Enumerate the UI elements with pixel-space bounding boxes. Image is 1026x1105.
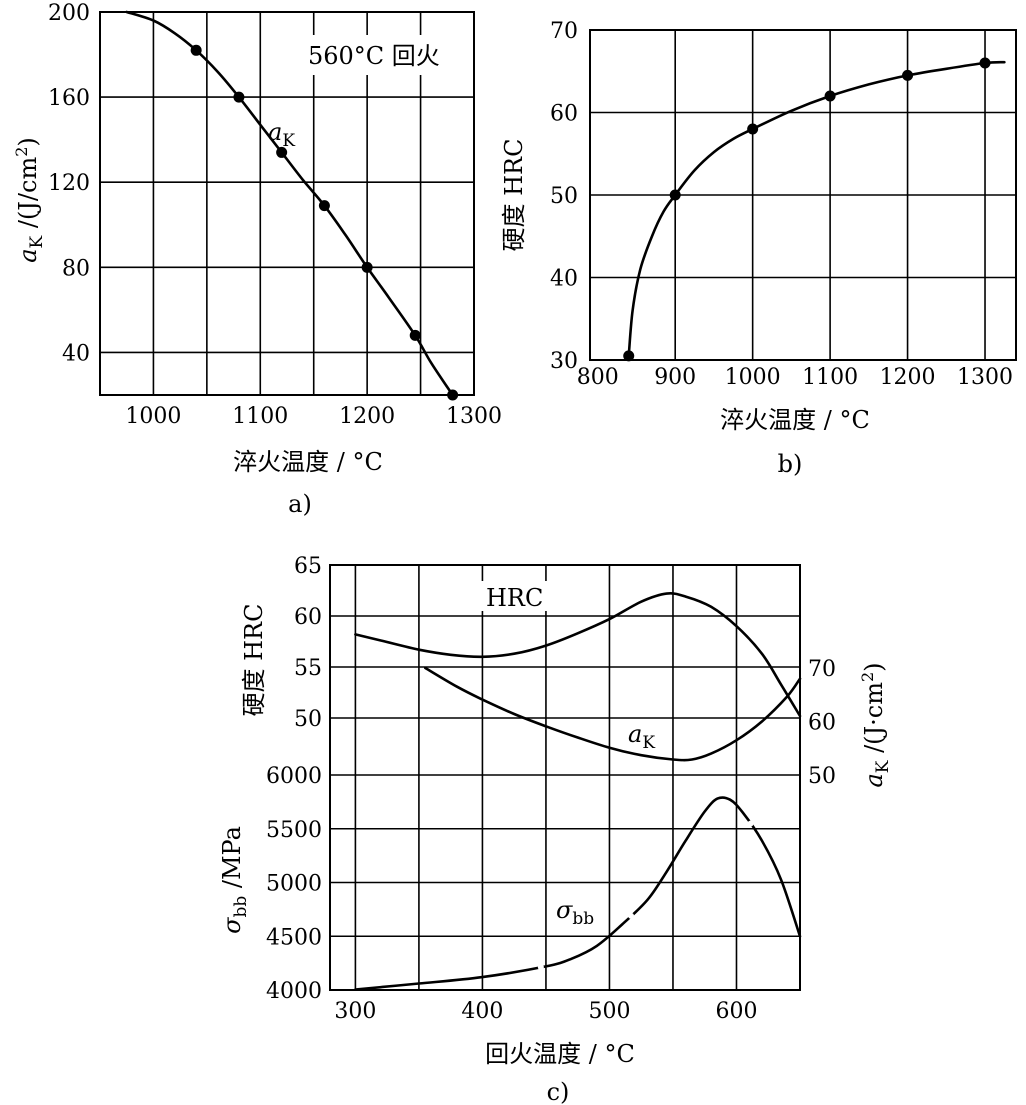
ak-tick-label: 60: [808, 711, 836, 736]
panel-a-annotation-bg: [300, 35, 456, 75]
y-tick-label: 40: [62, 341, 90, 366]
panel-c-hrc-label-bg: [478, 581, 554, 611]
panel-b-grid: [590, 30, 1016, 360]
sigma-dash-gap: [628, 912, 635, 919]
panel-b-frame: [589, 29, 1017, 361]
sigma-dash-gap: [747, 820, 754, 827]
data-point: [233, 91, 245, 103]
panel-b-hrc-curve: [627, 60, 1006, 358]
panel-c-x-axis-label: 回火温度 / °C: [485, 1040, 635, 1068]
panel-a-y-axis-label: aK /(J/cm2): [12, 137, 47, 263]
x-tick-label: 800: [577, 365, 619, 390]
x-tick-label: 500: [588, 999, 630, 1024]
y-tick-label: 120: [48, 171, 90, 196]
panel-a-frame: [99, 11, 475, 396]
x-tick-label: 1000: [725, 365, 781, 390]
data-point: [409, 329, 421, 341]
data-point: [318, 200, 330, 212]
panel-a-annotation: 560°C 回火: [308, 42, 440, 70]
sigma-tick-label: 5500: [266, 818, 322, 843]
panel-c-x-tick-labels: 300 400 500 600: [334, 999, 757, 1024]
data-point: [669, 189, 681, 201]
data-point: [747, 123, 759, 135]
x-tick-label: 900: [654, 365, 696, 390]
panel-b-chart: 800 900 1000 1100 1200 1300 30 40 50 60 70 淬火温度 /…: [500, 19, 1017, 478]
panel-c-sigma-curve: [354, 796, 802, 991]
panel-a-y-tick-labels: 40 80 120 160 200: [48, 1, 90, 366]
hrc-tick-label: 55: [294, 656, 322, 681]
panel-a-series-label: aK: [268, 118, 295, 151]
data-point: [902, 69, 914, 81]
x-tick-label: 1300: [446, 404, 502, 429]
x-tick-label: 1200: [339, 404, 395, 429]
panel-b-x-axis-label: 淬火温度 / °C: [720, 406, 870, 434]
panel-c-ak-tick-labels: 50 60 70: [808, 657, 836, 789]
y-tick-label: 160: [48, 86, 90, 111]
panel-c-ak-series-label: aK: [628, 720, 655, 753]
data-point: [190, 44, 202, 56]
hrc-tick-label: 60: [294, 605, 322, 630]
panel-c-ak-curve: [424, 666, 802, 762]
panel-a-x-tick-labels: 1000 1100 1200 1300: [125, 404, 502, 429]
x-tick-label: 1300: [957, 365, 1013, 390]
ak-tick-label: 70: [808, 657, 836, 682]
panel-c-caption: c): [547, 1078, 570, 1105]
panel-a-caption: a): [288, 490, 312, 518]
sigma-tick-label: 5000: [266, 872, 322, 897]
x-tick-label: 1100: [232, 404, 288, 429]
panel-c-hrc-axis-label: 硬度 HRC: [240, 604, 268, 717]
sigma-dash-gap: [537, 964, 544, 971]
panel-b-y-axis-label: 硬度 HRC: [500, 139, 528, 252]
hrc-tick-label: 65: [294, 554, 322, 579]
panel-c-grid: [330, 565, 800, 990]
y-tick-label: 60: [550, 102, 578, 127]
panel-c-sigma-dash-gaps: [537, 820, 754, 971]
panel-b-x-tick-labels: 800 900 1000 1100 1200 1300: [577, 365, 1013, 390]
x-tick-label: 1200: [880, 365, 936, 390]
panel-c-ak-axis-label: aK /(J·cm2): [858, 662, 893, 787]
panel-c-chart: 300 400 500 600 50 55 60 65 4000 4500 5000 5500 60…: [218, 554, 893, 1105]
panel-a-x-axis-label: 淬火温度 / °C: [233, 448, 383, 476]
panel-c-sigma-axis-label: σbb /MPa: [218, 826, 251, 934]
data-point: [447, 389, 459, 401]
panel-c-sigma-series-label: σbb: [556, 896, 594, 929]
x-tick-label: 400: [461, 999, 503, 1024]
data-point: [276, 146, 288, 158]
panel-b-hrc-points: [623, 57, 991, 362]
y-tick-label: 30: [550, 349, 578, 374]
y-tick-label: 50: [550, 184, 578, 209]
x-tick-label: 300: [334, 999, 376, 1024]
y-tick-label: 40: [550, 267, 578, 292]
panel-b-caption: b): [778, 450, 803, 478]
hrc-tick-label: 50: [294, 707, 322, 732]
sigma-tick-label: 6000: [266, 764, 322, 789]
panel-a-ak-curve: [125, 10, 454, 397]
panel-c-hrc-tick-labels: 50 55 60 65: [294, 554, 322, 732]
data-point: [361, 261, 373, 273]
data-point: [824, 90, 836, 102]
x-tick-label: 600: [715, 999, 757, 1024]
ak-tick-label: 50: [808, 764, 836, 789]
panel-c-hrc-series-label: HRC: [486, 584, 543, 612]
panel-a-ak-points: [190, 44, 459, 401]
data-point: [623, 350, 635, 362]
panel-c-frame: [329, 564, 801, 991]
panel-c-sigma-tick-labels: 4000 4500 5000 5500 6000: [266, 764, 322, 1004]
sigma-tick-label: 4500: [266, 925, 322, 950]
x-tick-label: 1000: [125, 404, 181, 429]
sigma-tick-label: 4000: [266, 979, 322, 1004]
panel-b-y-tick-labels: 30 40 50 60 70: [550, 19, 578, 374]
y-tick-label: 200: [48, 1, 90, 26]
x-tick-label: 1100: [802, 365, 858, 390]
y-tick-label: 70: [550, 19, 578, 44]
panel-c-hrc-curve: [354, 592, 802, 718]
y-tick-label: 80: [62, 256, 90, 281]
data-point: [979, 57, 991, 69]
